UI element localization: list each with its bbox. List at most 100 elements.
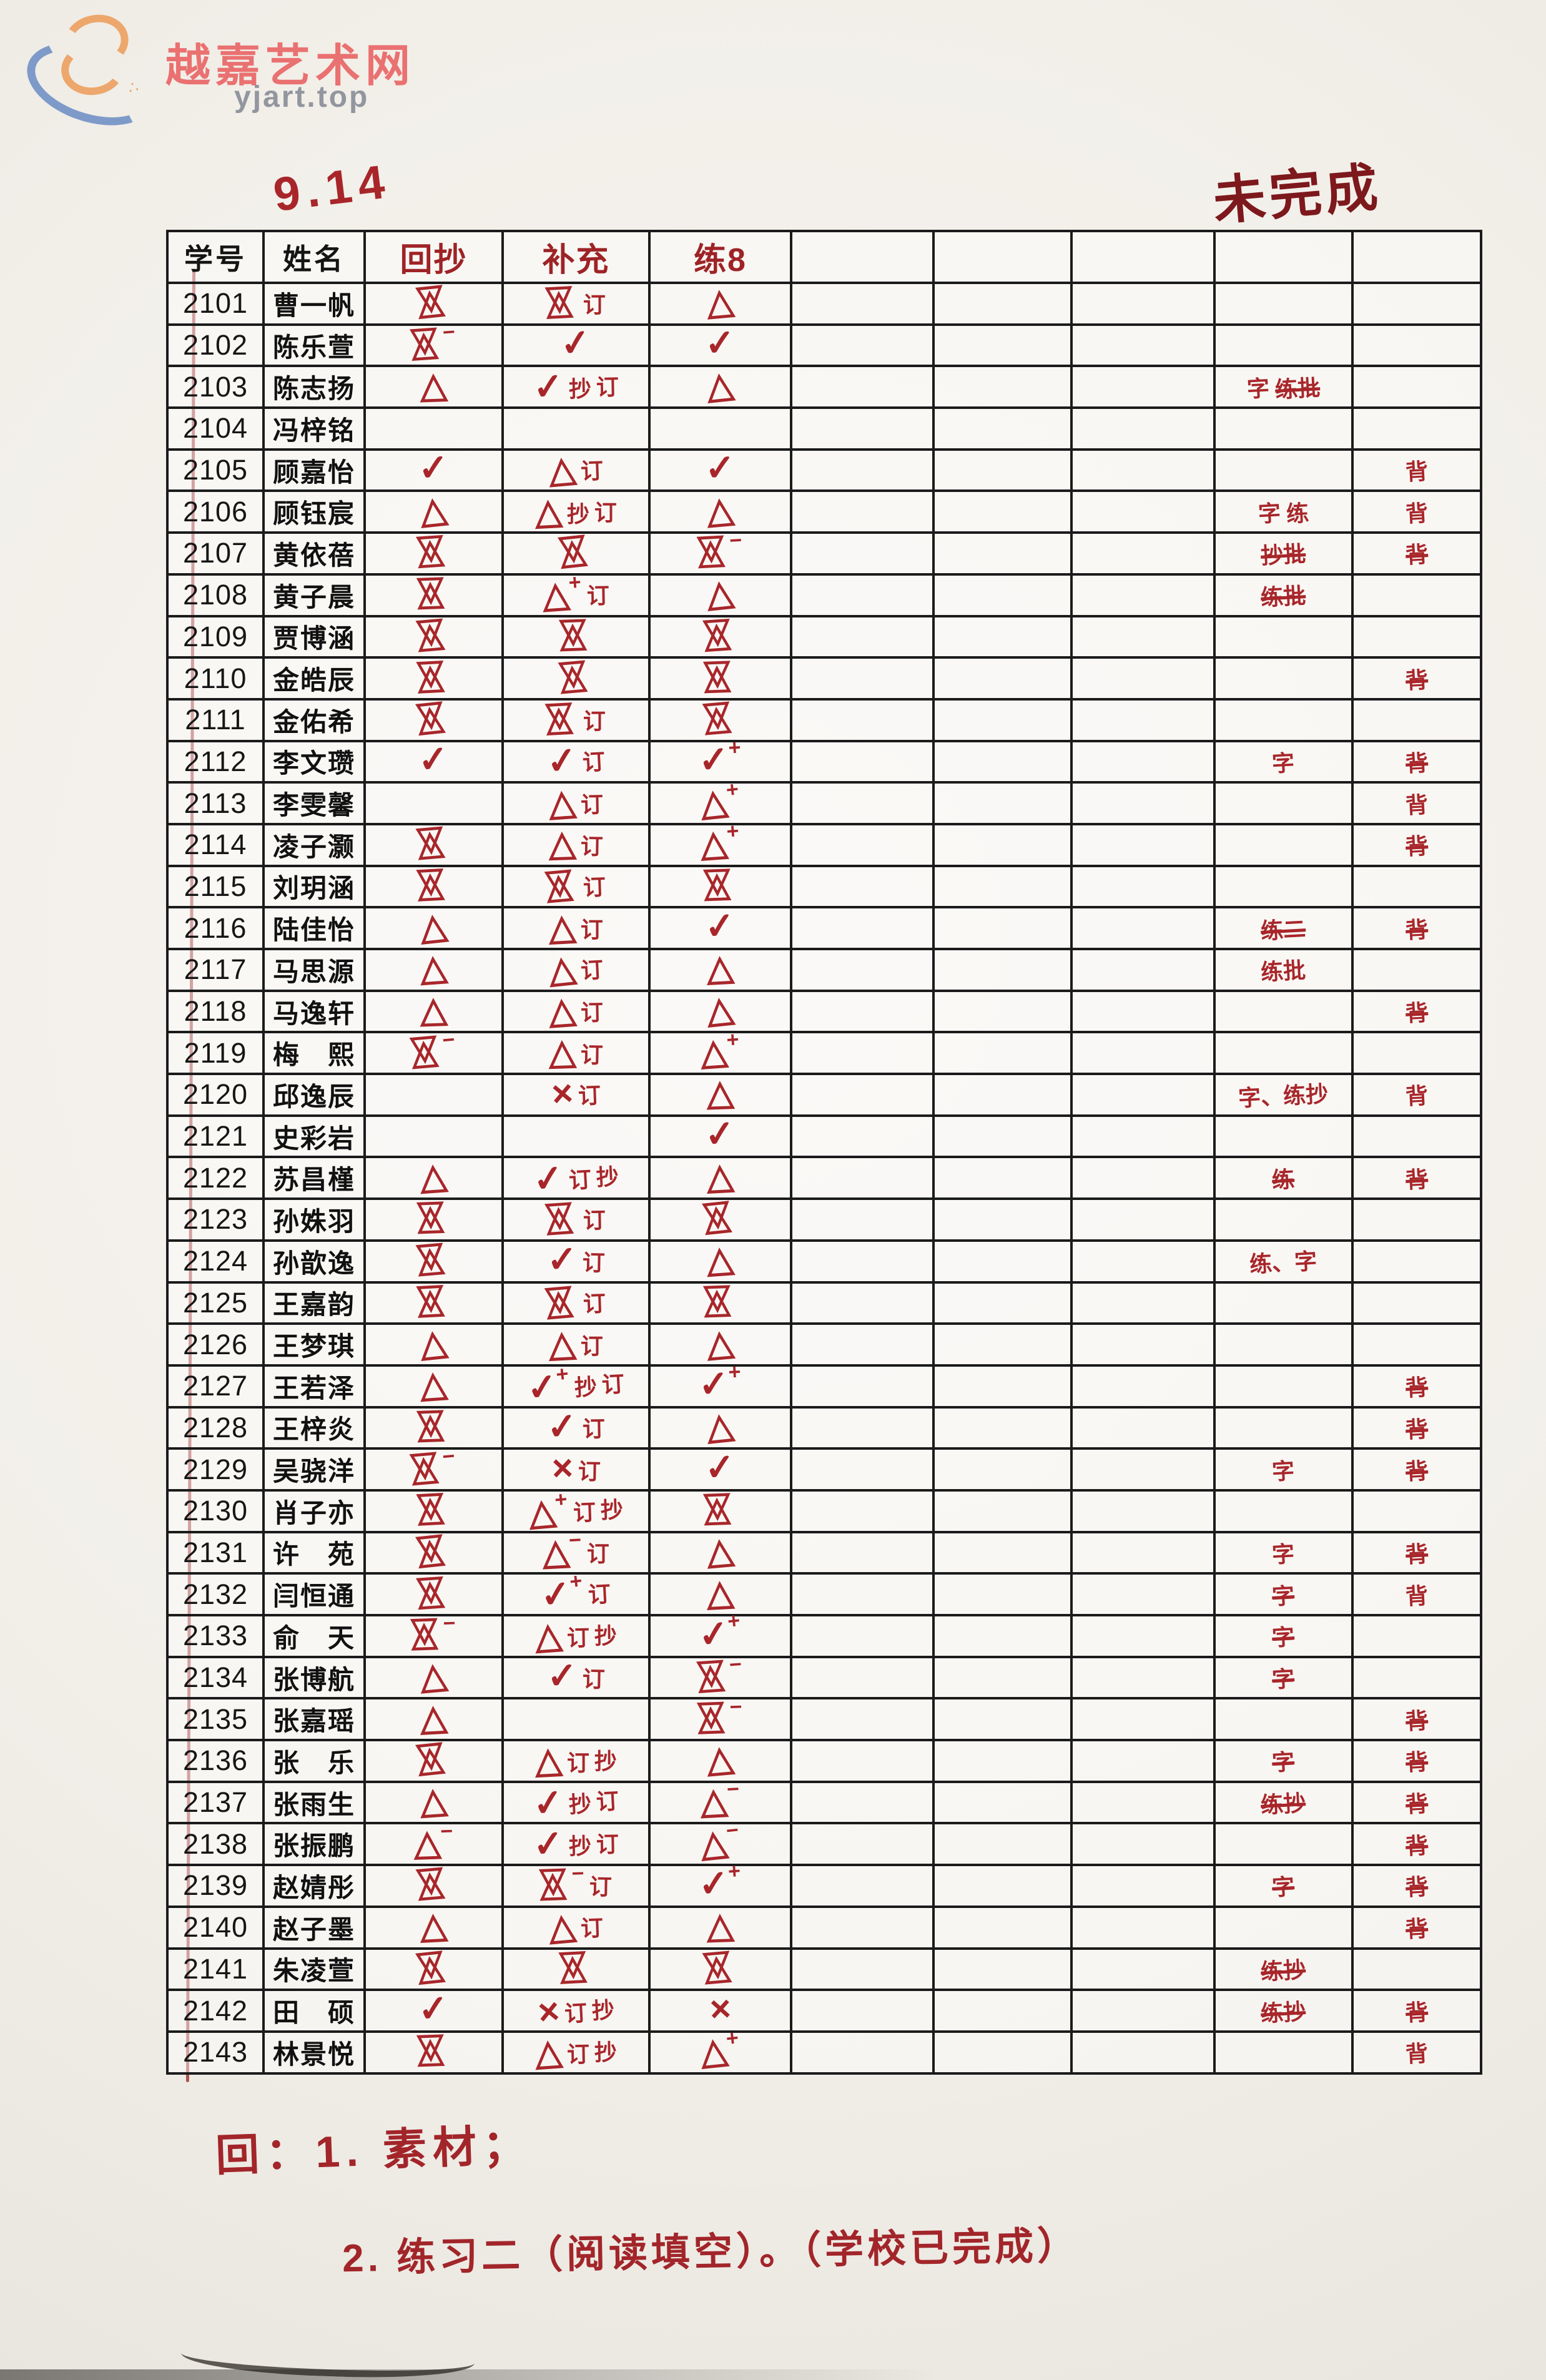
mark-cell-1 <box>363 781 504 825</box>
empty-cell <box>790 906 935 950</box>
student-name-cell: 王梦琪 <box>262 1322 366 1367</box>
annotation-cell-2 <box>1351 573 1482 617</box>
student-row-2142: 2142 田 硕 ✓ × 订抄 × 练抄背 <box>166 1987 1482 2033</box>
triangle-cross-mark-icon: △ ▽ <box>415 819 445 863</box>
mark-cell-1: △ ▽ <box>363 1943 504 1992</box>
handwritten-mark: △ <box>419 1155 448 1196</box>
handwritten-mark: △ 订抄 <box>534 1739 618 1781</box>
annotation-cell-1: 字、练抄 <box>1213 1073 1354 1117</box>
triangle-cross-mark-icon: △ ▽ <box>410 320 439 364</box>
handwritten-mark: △ ▽ <box>416 1568 451 1612</box>
annotation-cell-2 <box>1351 614 1482 659</box>
student-id-cell: 2139 <box>166 1864 265 1908</box>
mark-modifier: − <box>568 1528 582 1553</box>
empty-cell <box>790 1614 935 1658</box>
mark-cell-3: △ <box>648 1073 792 1117</box>
student-row-2143: 2143 林景悦 △ ▽ △ 订抄 △+ 背 <box>166 2026 1482 2075</box>
triangle-cross-mark-icon: △ ▽ <box>416 1402 445 1445</box>
handwritten-annotation: 练批 <box>1274 374 1321 403</box>
check-mark-icon: ✓ <box>703 1445 737 1489</box>
student-row-2139: 2139 赵婧彤 △ ▽ △ ▽ −订 ✓+ 字背 <box>166 1859 1482 1908</box>
student-name-cell: 刘玥涵 <box>262 864 366 909</box>
mark-cell-3: ✓ <box>648 1113 792 1159</box>
triangle-mark-icon: △ <box>547 1905 578 1947</box>
empty-cell <box>790 864 935 909</box>
student-name-cell: 曹一帆 <box>262 282 366 326</box>
mark-cell-1: △ <box>363 365 504 410</box>
mark-cell-1: △− <box>363 1819 504 1867</box>
mark-cell-2: △ ▽ <box>501 652 651 701</box>
mark-suffix-char: 订 <box>577 1082 601 1109</box>
student-row-2117: 2117 马思源 △ △ 订 △ 练批 <box>166 947 1482 992</box>
handwritten-mark: ✓ 抄订 <box>531 1778 620 1825</box>
empty-cell <box>1070 781 1216 825</box>
triangle-cross-mark-icon: △ ▽ <box>415 1235 445 1280</box>
annotation-cell-1 <box>1213 864 1354 909</box>
mark-suffix-char: 抄 <box>594 2039 618 2066</box>
empty-cell <box>1070 365 1216 410</box>
mark-cell-2: △ ▽ <box>501 1944 651 1992</box>
mark-cell-1: △ <box>363 1321 504 1367</box>
handwritten-mark: ✓ 抄订 <box>532 1821 619 1865</box>
handwritten-mark: △ 订 <box>548 1031 604 1071</box>
mark-cell-2: △ 订 <box>501 1031 651 1076</box>
student-id-cell: 2107 <box>166 531 265 576</box>
handwritten-mark: △ ▽ − <box>411 1611 456 1654</box>
handwritten-mark: △ <box>420 365 448 405</box>
homework-check-table: 学号 姓名 回抄 补充 练8 2101 曹一帆 △ ▽ △ ▽ 订 △ 2102 陈乐萱 △ ▽ − ✓ ✓ 2103… <box>166 230 1482 2075</box>
annotation-cell-1 <box>1213 1488 1354 1533</box>
student-row-2130: 2130 肖子亦 △ ▽ △+ 订抄 △ ▽ <box>166 1485 1482 1533</box>
triangle-cross-mark-icon: △ ▽ <box>702 694 732 739</box>
empty-cell <box>932 1697 1073 1742</box>
student-row-2127: 2127 王若泽 △ ✓+ 抄订 ✓+ 背 <box>166 1360 1482 1410</box>
handwritten-mark: △ <box>706 1572 734 1613</box>
handwritten-mark: △ 订 <box>547 1905 604 1947</box>
mark-cell-2: △ ▽ <box>501 611 651 659</box>
annotation-cell-1: 练抄 <box>1213 1989 1354 2033</box>
empty-cell <box>790 822 935 867</box>
student-name-cell: 田 硕 <box>262 1989 366 2033</box>
annotation-cell-1 <box>1213 1281 1354 1325</box>
handwritten-annotation: 练 <box>1271 1166 1296 1193</box>
handwritten-mark: ✓+ <box>697 1360 742 1405</box>
triangle-cross-mark-icon: △ ▽ <box>703 860 731 904</box>
mark-suffix-char: 订 <box>582 1249 605 1276</box>
check-mark-icon: ✓ <box>524 1365 560 1410</box>
student-row-2101: 2101 曹一帆 △ ▽ △ ▽ 订 △ <box>166 277 1482 326</box>
handwritten-mark: ✓ 订 <box>544 739 606 783</box>
mark-cell-1: △ <box>363 1905 504 1950</box>
annotation-cell-2: 背 <box>1351 822 1482 867</box>
mark-suffix-char: 订 <box>580 1333 603 1359</box>
handwritten-mark: △ ▽ − <box>696 1652 744 1696</box>
mark-cell-1: △ ▽ <box>363 1277 504 1325</box>
check-mark-icon: ✓ <box>697 739 731 781</box>
student-id-cell: 2121 <box>166 1114 265 1159</box>
triangle-cross-mark-icon: △ ▽ <box>415 1526 446 1571</box>
annotation-cell-1: 练批 <box>1213 948 1354 992</box>
cross-mark-icon: × <box>549 1072 574 1115</box>
check-mark-icon: ✓ <box>544 739 579 783</box>
handwritten-mark: × 订抄 <box>536 1987 616 2033</box>
mark-cell-2: ✓ 抄订 <box>501 1780 651 1825</box>
empty-cell <box>790 739 935 784</box>
empty-cell <box>932 822 1073 867</box>
empty-cell <box>790 1322 935 1367</box>
student-row-2134: 2134 张博航 △ ✓ 订 △ ▽ − 字 <box>166 1652 1482 1700</box>
handwritten-mark: △ <box>704 364 735 406</box>
handwritten-annotation: 背 <box>1405 1083 1429 1110</box>
empty-cell <box>1070 2030 1216 2075</box>
mark-suffix-char: 抄 <box>600 1497 624 1523</box>
triangle-mark-icon: △ <box>533 2031 564 2073</box>
triangle-mark-icon: △ <box>534 491 563 532</box>
triangle-mark-icon: △ <box>418 488 449 531</box>
annotation-cell-1: 字练批 <box>1213 365 1354 410</box>
mark-cell-1: △ ▽ − <box>363 1611 504 1658</box>
mark-cell-3: ✓ <box>648 447 792 493</box>
handwritten-mark: △ ▽ <box>703 860 737 904</box>
empty-cell <box>932 1073 1073 1117</box>
annotation-cell-2 <box>1351 697 1482 742</box>
mark-cell-1: △ ▽ <box>363 569 504 617</box>
empty-cell <box>790 989 935 1034</box>
triangle-mark-icon: △ <box>704 988 736 1031</box>
annotation-cell-2: 背 <box>1351 531 1482 576</box>
